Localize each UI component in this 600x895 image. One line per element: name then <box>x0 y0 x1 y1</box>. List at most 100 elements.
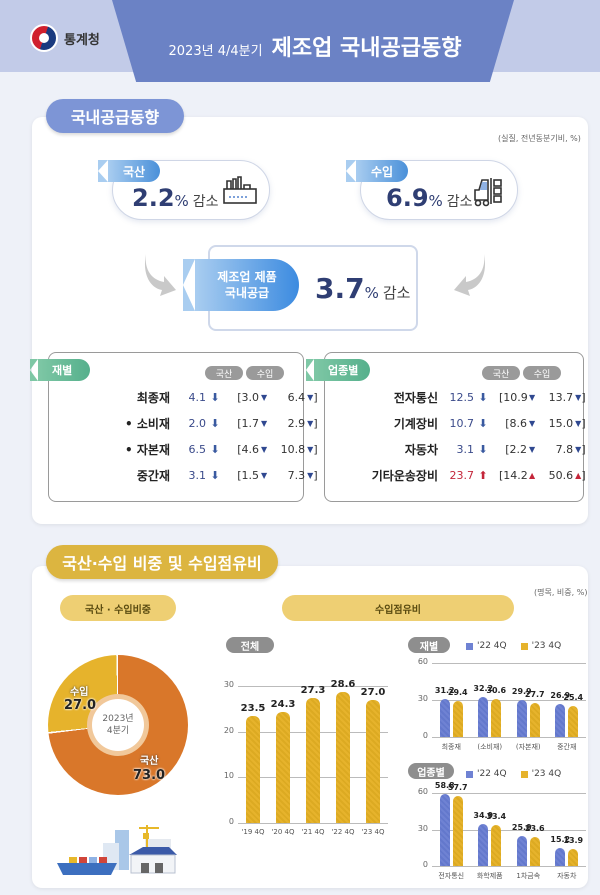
table-row: • 소비재 2.0 ⬇ [1.7 ▼ 2.9 ▼] <box>70 412 318 434</box>
bar <box>246 715 260 823</box>
row-import-value: 13.7 <box>548 390 574 404</box>
total-tag: 전체 <box>226 637 274 653</box>
bar <box>478 823 489 866</box>
goods-tag: 재별 <box>408 637 450 653</box>
bar-value-label: 23.6 <box>524 824 545 834</box>
down-triangle-icon: ▼ <box>307 470 314 480</box>
section2-title: 국산·수입 비중 및 수입점유비 <box>46 545 278 579</box>
bar <box>516 700 527 737</box>
curve-arrow-left-icon <box>144 254 176 296</box>
bar <box>336 692 350 823</box>
donut-import-label: 수입 <box>70 687 89 698</box>
down-triangle-icon: ▼ <box>575 418 582 428</box>
gridline <box>432 829 586 831</box>
section1-unit-note: (실질, 전년동분기비, %) <box>498 134 581 143</box>
category-label: '22 4Q <box>331 828 355 836</box>
bar <box>452 795 463 866</box>
col-header-domestic: 국산 <box>205 366 243 380</box>
row-total-value: 12.5 <box>449 390 475 404</box>
row-domestic-value: [14.2 <box>499 468 528 482</box>
total-supply-change: 3.7% 감소 <box>315 272 411 305</box>
y-tick-label: 60 <box>417 657 428 666</box>
by-industry-tag: 업종별 <box>306 359 370 381</box>
category-label: 중간재 <box>557 743 577 751</box>
bar <box>306 698 320 823</box>
table-row: 기타운송장비 23.7 ⬆ [14.2 ▲ 50.6 ▲] <box>344 464 586 486</box>
taegeuk-logo-icon <box>30 24 58 52</box>
import-share-pill: 수입점유비 <box>282 595 514 621</box>
bar <box>478 697 489 737</box>
category-label: 전자통신 <box>438 872 465 880</box>
section1-title: 국내공급동향 <box>46 99 184 133</box>
row-import-value: 10.8 <box>280 442 306 456</box>
y-tick-label: 0 <box>422 731 428 740</box>
row-domestic-value: [3.0 <box>237 390 259 404</box>
industry-illustration-icon <box>57 825 177 875</box>
up-arrow-icon: ⬆ <box>478 468 488 482</box>
y-tick-label: 10 <box>223 771 234 781</box>
down-arrow-icon: ⬇ <box>210 442 220 456</box>
row-domestic-value: [10.9 <box>499 390 528 404</box>
row-total-value: 3.1 <box>456 442 475 456</box>
legend-curr-swatch <box>520 642 528 650</box>
y-tick-label: 30 <box>417 823 428 833</box>
bar <box>529 837 540 866</box>
up-triangle-icon: ▲ <box>575 470 582 480</box>
row-domestic-value: [1.5 <box>237 468 259 482</box>
legend-prev-swatch <box>466 642 473 650</box>
down-triangle-icon: ▼ <box>307 418 314 428</box>
gridline <box>432 700 586 701</box>
down-triangle-icon: ▼ <box>575 392 582 402</box>
page-title: 2023년 4/4분기 제조업 국내공급동향 <box>140 30 490 62</box>
bar-value-label: 29.9 <box>511 687 532 697</box>
industry-legend: '22 4Q '23 4Q <box>466 769 561 779</box>
down-triangle-icon: ▼ <box>529 392 536 402</box>
down-triangle-icon: ▼ <box>529 418 536 428</box>
gridline <box>238 686 388 687</box>
import-ribbon: 수입 <box>346 160 408 182</box>
org-logo: 통계청 <box>30 24 100 52</box>
row-total-value: 4.1 <box>188 390 207 404</box>
bar <box>555 703 566 737</box>
bar <box>568 849 579 866</box>
bar-value-label: 30.6 <box>486 686 507 696</box>
bar <box>529 702 540 737</box>
bar-value-label: 32.2 <box>473 684 494 694</box>
bar <box>516 835 527 866</box>
legend-curr-swatch <box>520 770 528 778</box>
row-label: 자동차 <box>404 442 438 457</box>
main-title: 제조업 국내공급동향 <box>271 36 462 61</box>
row-total-value: 3.1 <box>188 468 207 482</box>
domestic-ribbon: 국산 <box>98 160 160 182</box>
row-import-value: 50.6 <box>548 468 574 482</box>
gridline <box>432 866 586 867</box>
bar-value-label: 23.5 <box>240 702 266 714</box>
forklift-icon <box>474 178 502 207</box>
down-arrow-icon: ⬇ <box>210 390 220 404</box>
bar-value-label: 58.8 <box>434 781 455 791</box>
import-change: 6.9% 감소 <box>386 184 473 212</box>
industry-tag: 업종별 <box>408 763 454 779</box>
gridline <box>432 793 586 794</box>
row-total-value: 23.7 <box>449 468 475 482</box>
section2-unit-note: (명목, 비중, %) <box>534 588 588 597</box>
bar <box>568 705 579 737</box>
row-label: • 소비재 <box>125 416 170 431</box>
row-import-value: 15.0 <box>548 416 574 430</box>
down-triangle-icon: ▼ <box>261 444 268 454</box>
row-domestic-value: [2.2 <box>505 442 527 456</box>
table-row: 최종재 4.1 ⬇ [3.0 ▼ 6.4 ▼] <box>70 386 318 408</box>
row-total-value: 6.5 <box>188 442 207 456</box>
legend-prev-swatch <box>466 770 473 778</box>
table-row: 전자통신 12.5 ⬇ [10.9 ▼ 13.7 ▼] <box>344 386 586 408</box>
down-arrow-icon: ⬇ <box>478 442 488 456</box>
category-label: 화학제품 <box>476 872 503 880</box>
bar <box>439 794 450 866</box>
row-label: 기타운송장비 <box>371 468 438 483</box>
y-tick-label: 30 <box>223 680 234 689</box>
row-domestic-value: [8.6 <box>505 416 527 430</box>
bar <box>366 699 380 823</box>
down-triangle-icon: ▼ <box>529 444 536 454</box>
bar-value-label: 27.3 <box>300 685 326 697</box>
row-import-value: 6.4 <box>287 390 306 404</box>
